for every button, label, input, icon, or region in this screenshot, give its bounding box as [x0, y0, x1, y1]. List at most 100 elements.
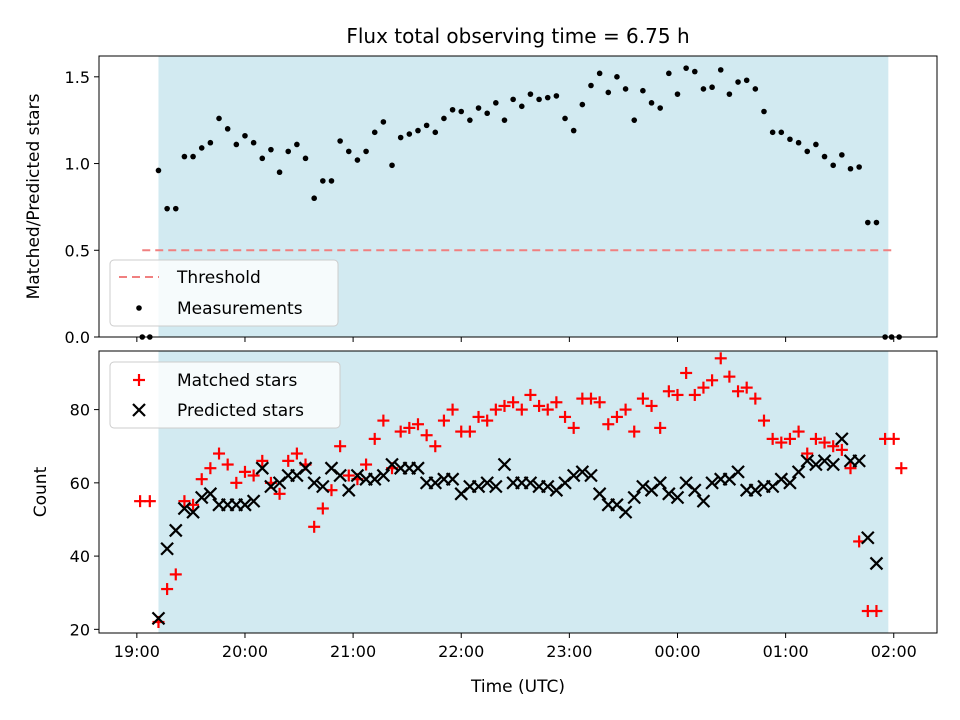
matched-point — [749, 392, 762, 405]
matched-point — [143, 495, 156, 508]
matched-point — [584, 392, 597, 405]
matched-point — [740, 381, 753, 394]
matched-point — [204, 462, 217, 475]
bottom-x-tick-label: 02:00 — [871, 642, 917, 661]
matched-point — [688, 388, 701, 401]
top-y-tick-label: 1.5 — [65, 68, 90, 87]
matched-point — [342, 469, 355, 482]
predicted-point — [817, 454, 832, 468]
matched-point — [533, 399, 546, 412]
predicted-point — [411, 461, 425, 475]
measurement-point — [172, 205, 179, 212]
measurement-point — [389, 162, 395, 169]
measurement-point — [562, 115, 568, 122]
measurement-point — [484, 110, 490, 117]
measurement-point — [276, 169, 283, 176]
measurement-point — [320, 178, 326, 184]
matched-point — [895, 462, 908, 475]
measurement-point — [216, 115, 222, 122]
predicted-point — [835, 432, 849, 446]
predicted-point — [246, 494, 261, 508]
matched-point — [524, 388, 537, 401]
predicted-point — [160, 541, 174, 556]
measurement-point — [804, 148, 811, 155]
top-axes-frame — [98, 55, 938, 338]
predicted-point — [618, 505, 633, 519]
matched-point — [420, 429, 433, 442]
bottom-axes-frame — [98, 350, 938, 634]
measurement-point — [847, 165, 854, 172]
predicted-point — [316, 479, 330, 494]
measurement-point — [397, 134, 404, 141]
predicted-point — [298, 461, 313, 475]
measurement-point — [432, 129, 439, 136]
measurement-point — [345, 148, 352, 155]
measurement-point — [449, 106, 456, 113]
bottom-y-tick-label: 20 — [70, 620, 90, 639]
matched-point — [732, 385, 745, 398]
predicted-point — [592, 487, 607, 501]
matched-point — [403, 421, 416, 434]
matched-point — [290, 447, 303, 460]
predicted-point — [186, 505, 200, 519]
bottom-x-tick-label: 00:00 — [654, 642, 700, 661]
legend-matched-swatch — [133, 374, 145, 386]
top-y-axis-label: Matched/Predicted stars — [24, 93, 44, 299]
bottom-panel: 20 40 60 80 19:00 20:00 21:00 22:00 23:00 00:00 01… — [31, 350, 938, 697]
measurement-point — [294, 141, 300, 148]
predicted-point — [783, 476, 797, 490]
bottom-x-tick-label: 23:00 — [546, 642, 592, 661]
predicted-point — [826, 457, 840, 472]
measurement-point — [198, 145, 205, 151]
matched-point — [654, 421, 667, 434]
predicted-point — [774, 472, 789, 486]
predicted-point — [662, 487, 676, 501]
measurement-point — [873, 219, 880, 226]
matched-point — [515, 403, 528, 416]
predicted-point — [670, 490, 685, 505]
matched-point — [437, 414, 450, 427]
predicted-point — [809, 457, 823, 472]
measurement-point — [553, 93, 560, 99]
predicted-point — [852, 454, 866, 468]
matched-point — [827, 440, 840, 453]
measurement-point — [285, 148, 292, 155]
measurement-point — [475, 105, 482, 111]
predicted-point — [489, 479, 503, 494]
predicted-point — [255, 461, 270, 475]
matched-point — [619, 403, 632, 416]
measurement-point — [596, 70, 603, 77]
bottom-x-tick-label: 01:00 — [763, 642, 809, 661]
top-panel: 0.0 0.5 1.0 1.5 Matched/Predicted stars Thr… — [24, 55, 938, 347]
measurement-point — [864, 219, 871, 226]
matched-point — [213, 447, 226, 460]
measurement-point — [726, 91, 733, 97]
matched-point — [411, 418, 424, 431]
measurement-point — [709, 84, 715, 91]
matched-point — [550, 396, 563, 409]
matched-point — [783, 432, 796, 445]
predicted-point — [523, 476, 538, 490]
measurement-point — [640, 87, 646, 94]
matched-point — [169, 568, 182, 581]
predicted-point — [194, 490, 209, 505]
predicted-point — [497, 457, 512, 472]
measurement-point — [830, 162, 836, 169]
bottom-legend: Matched stars Predicted stars — [109, 361, 341, 429]
bottom-x-tick-label: 19:00 — [114, 642, 160, 661]
measurement-point — [839, 152, 845, 158]
measurement-point — [302, 155, 309, 162]
predicted-point — [333, 468, 347, 483]
measurement-point — [821, 153, 828, 160]
bottom-axes-ticks: 20 40 60 80 19:00 20:00 21:00 22:00 23:00 00:00 01… — [70, 401, 917, 661]
predicted-point — [203, 487, 218, 501]
measurement-point — [752, 86, 759, 92]
matched-point — [247, 469, 260, 482]
matched-point — [481, 414, 494, 427]
predicted-point — [307, 476, 321, 490]
bottom-x-tick-label: 22:00 — [438, 642, 484, 661]
measurement-point — [657, 105, 663, 111]
predicted-point — [428, 476, 443, 490]
measurement-point — [250, 139, 257, 146]
measurement-point — [588, 82, 594, 89]
